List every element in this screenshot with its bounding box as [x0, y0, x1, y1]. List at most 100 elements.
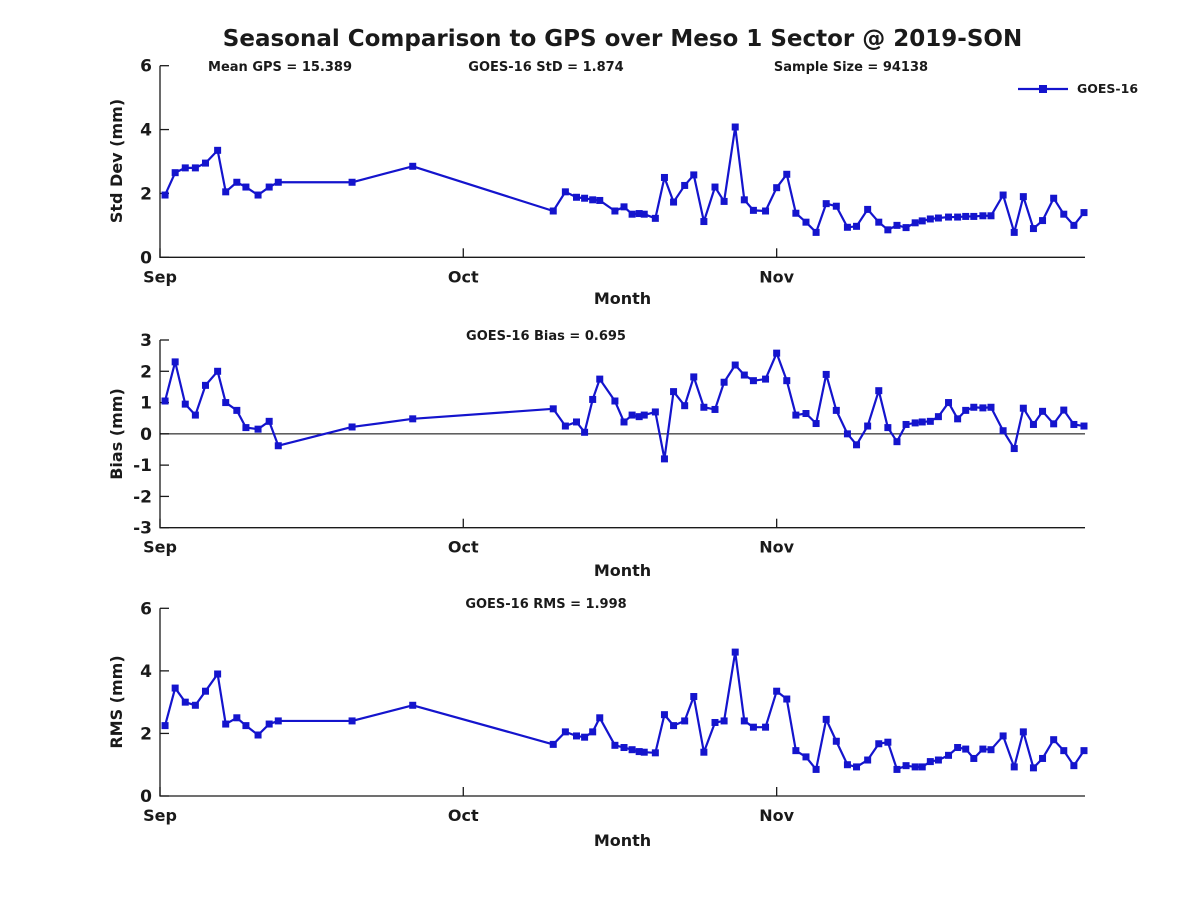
series-marker: [962, 406, 970, 414]
series-marker: [573, 418, 581, 426]
subplot-title-rms: GOES-16 RMS = 1.998: [465, 597, 627, 612]
y-tick-label: 2: [140, 724, 152, 744]
series-marker: [660, 455, 668, 463]
series-marker: [843, 223, 851, 231]
series-marker: [651, 408, 659, 416]
series-marker: [1019, 404, 1027, 412]
series-marker: [1070, 420, 1078, 428]
series-marker: [926, 215, 934, 223]
series-marker: [773, 184, 781, 192]
series-marker: [999, 191, 1007, 199]
series-marker: [660, 173, 668, 181]
series-marker: [731, 648, 739, 656]
series-marker: [999, 732, 1007, 740]
series-marker: [864, 205, 872, 213]
x-tick-label: Oct: [448, 806, 479, 825]
y-tick-label: 3: [140, 331, 152, 351]
y-tick-label: -1: [133, 456, 152, 476]
axes-frame: [159, 65, 1085, 258]
series-marker: [911, 763, 919, 771]
series-marker: [999, 427, 1007, 435]
annotation-mean-gps: Mean GPS = 15.389: [208, 60, 352, 75]
series-marker: [274, 717, 282, 725]
series-marker: [911, 219, 919, 227]
y-axis-label-rms: RMS (mm): [107, 655, 126, 749]
series-marker: [348, 423, 356, 431]
series-marker: [884, 226, 892, 234]
series-marker: [934, 756, 942, 764]
series-marker: [762, 375, 770, 383]
series-marker: [875, 218, 883, 226]
series-marker: [161, 191, 169, 199]
y-tick-label: 4: [140, 121, 152, 141]
series-marker: [802, 753, 810, 761]
series-marker: [926, 758, 934, 766]
series-marker: [1029, 225, 1037, 233]
series-marker: [853, 441, 861, 449]
series-marker: [832, 737, 840, 745]
series-marker: [700, 748, 708, 756]
x-tick-label: Nov: [759, 538, 794, 557]
series-marker: [628, 411, 636, 419]
series-marker: [762, 723, 770, 731]
y-tick-label: -2: [133, 487, 152, 507]
series-marker: [822, 370, 830, 378]
series-marker: [549, 405, 557, 413]
series-marker: [893, 221, 901, 229]
series-marker: [911, 419, 919, 427]
y-tick-label: 0: [140, 248, 152, 268]
series-marker: [954, 213, 962, 221]
series-marker: [1060, 210, 1068, 218]
series-marker: [690, 171, 698, 179]
series-marker: [201, 159, 209, 167]
series-marker: [773, 687, 781, 695]
series-marker: [970, 403, 978, 411]
x-tick-label: Sep: [143, 806, 177, 825]
series-marker: [620, 203, 628, 211]
series-marker: [812, 228, 820, 236]
series-marker: [242, 183, 250, 191]
series-marker: [720, 197, 728, 205]
series-marker: [596, 375, 604, 383]
series-marker: [611, 397, 619, 405]
series-marker: [1050, 420, 1058, 428]
series-marker: [740, 717, 748, 725]
series-marker: [884, 424, 892, 432]
series-line: [163, 650, 1085, 771]
series-marker: [254, 731, 262, 739]
series-marker: [749, 206, 757, 214]
series-marker: [1070, 221, 1078, 229]
series-marker: [670, 722, 678, 730]
series-marker: [611, 741, 619, 749]
series-marker: [1060, 747, 1068, 755]
series-marker: [181, 698, 189, 706]
series-marker: [171, 358, 179, 366]
y-tick-label: 6: [140, 57, 152, 77]
series-marker: [1039, 754, 1047, 762]
subplot-title-bias: GOES-16 Bias = 0.695: [466, 329, 626, 344]
legend-marker-sample: [1039, 85, 1047, 93]
series-marker: [731, 123, 739, 131]
series-marker: [934, 413, 942, 421]
series-marker: [191, 701, 199, 709]
series-marker: [1070, 762, 1078, 770]
series-marker: [274, 178, 282, 186]
series-marker: [222, 188, 230, 196]
series-marker: [1019, 193, 1027, 201]
series-marker: [902, 420, 910, 428]
series-marker: [214, 146, 222, 154]
series-marker: [832, 406, 840, 414]
series-marker: [651, 749, 659, 757]
series-marker: [171, 169, 179, 177]
series-marker: [191, 411, 199, 419]
x-axis-label-month-3: Month: [593, 831, 652, 850]
series-marker: [945, 213, 953, 221]
series-marker: [611, 207, 619, 215]
x-tick-label: Oct: [448, 538, 479, 557]
series-marker: [690, 373, 698, 381]
series-marker: [409, 415, 417, 423]
series-marker: [635, 413, 643, 421]
series-marker: [181, 400, 189, 408]
y-tick-label: 4: [140, 662, 152, 682]
